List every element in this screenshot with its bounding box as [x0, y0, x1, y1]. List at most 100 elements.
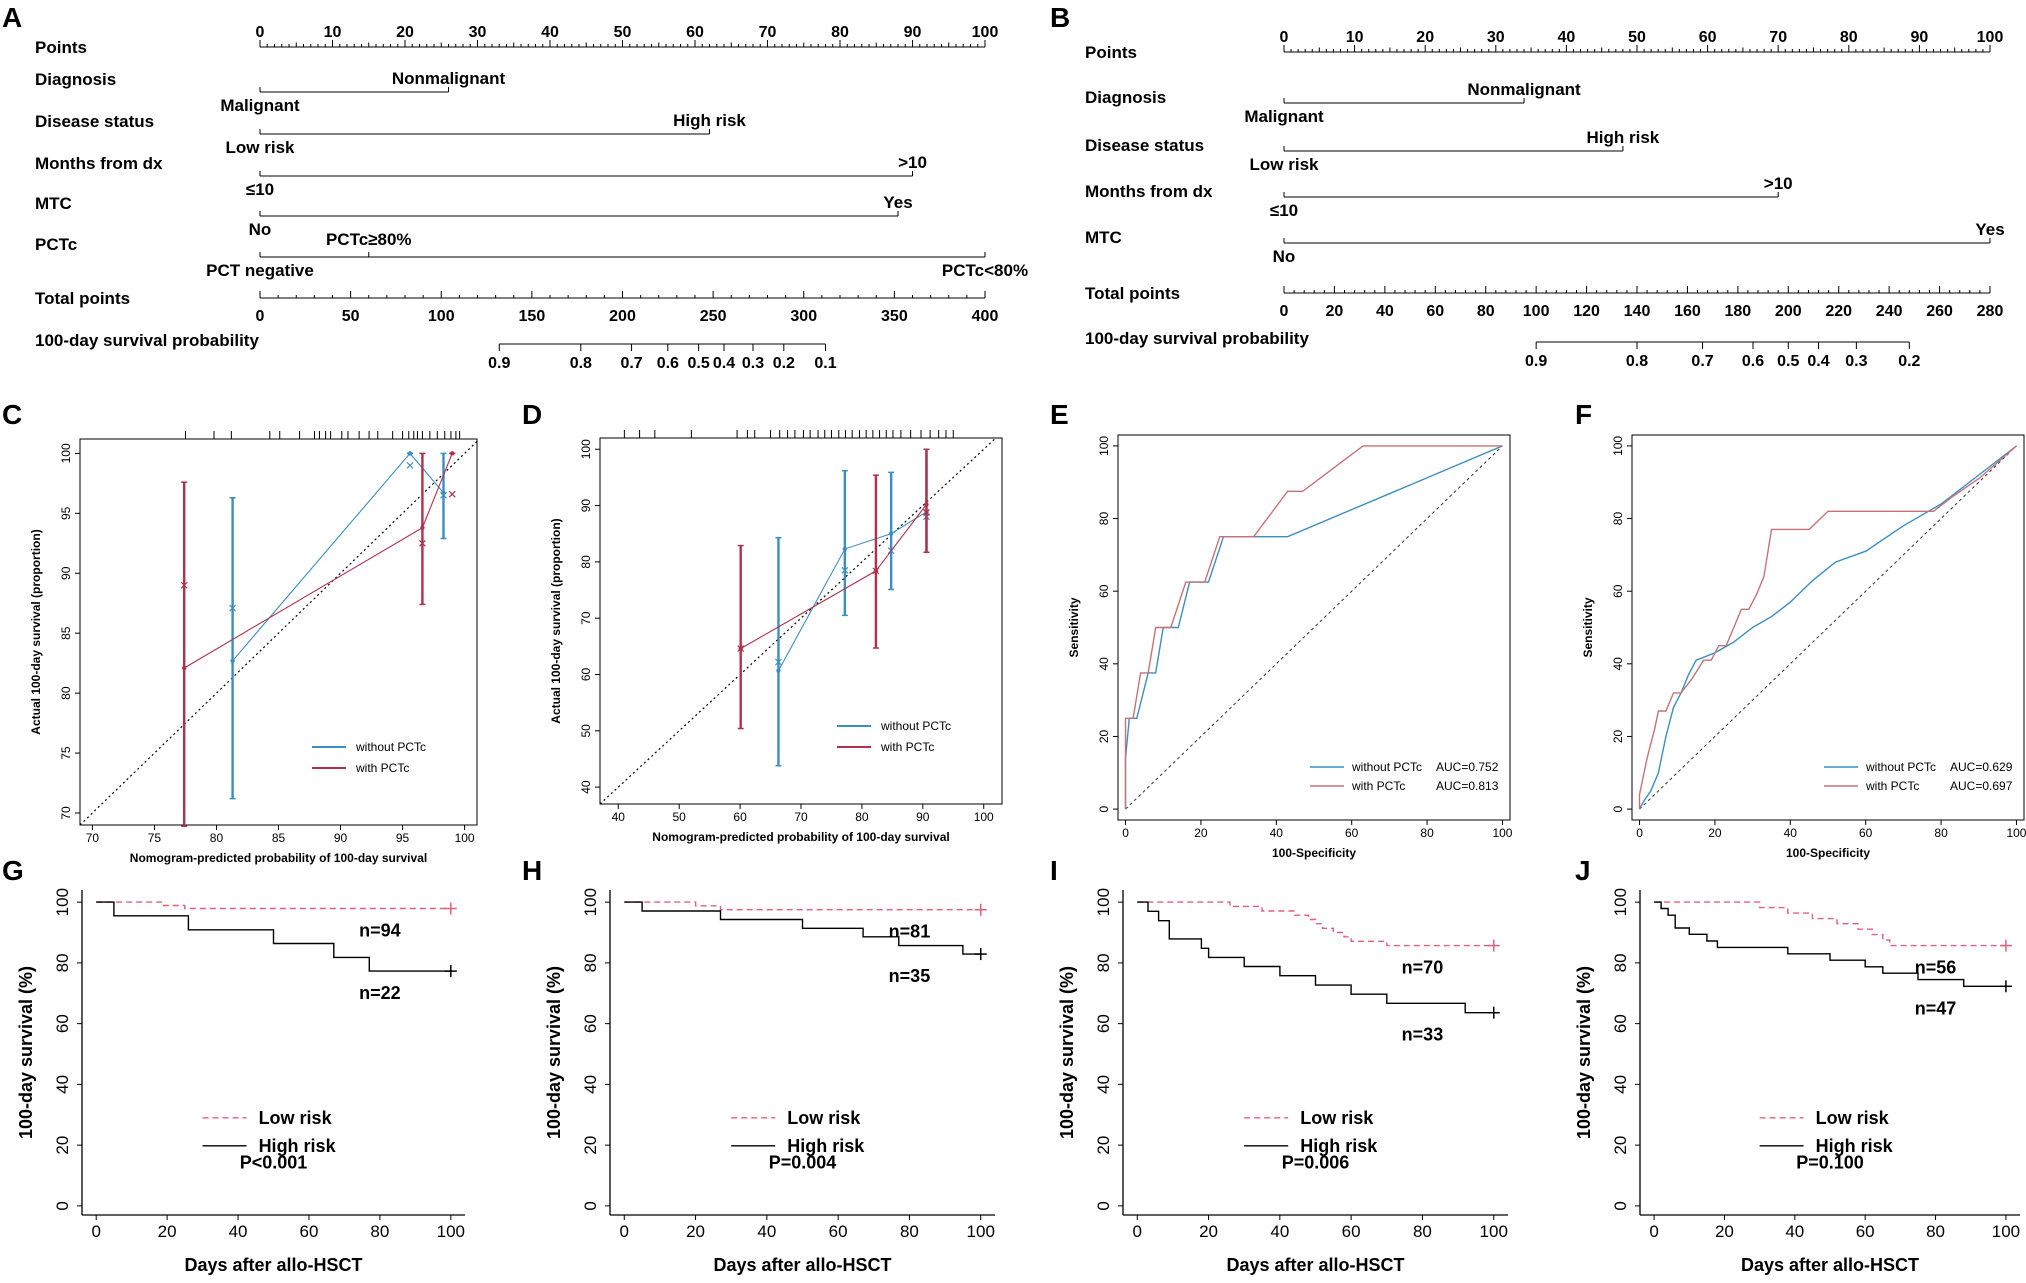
survival-step-curve: [1137, 901, 1494, 947]
group-size-label: n=22: [359, 983, 401, 1003]
x-tick-label: 0: [1649, 1222, 1658, 1241]
probability-tick-label: 0.3: [1845, 353, 1867, 370]
y-tick-label: 50: [579, 724, 593, 738]
y-tick-label: 40: [579, 780, 593, 794]
survival-step-curve: [1137, 901, 1494, 1014]
y-tick-label: 20: [581, 1136, 600, 1155]
x-tick-label: 80: [900, 1222, 919, 1241]
panel-letter-f: F: [1575, 399, 1592, 430]
total-tick-label: 80: [1477, 303, 1495, 320]
y-tick-label: 60: [581, 1014, 600, 1033]
variable-level-label: >10: [1764, 174, 1793, 193]
y-tick-label: 0: [1097, 805, 1111, 812]
km-curve-j: 0 20 40 60 80 100 0 20 40 60 80 100 Days after allo-…: [1574, 888, 2020, 1275]
y-tick-label: 100: [581, 888, 600, 916]
points-tick-label: 80: [831, 24, 849, 41]
total-tick-label: 240: [1876, 303, 1903, 320]
y-tick-label: 0: [1094, 1201, 1113, 1210]
points-tick-label: 70: [759, 24, 777, 41]
points-tick-label: 100: [1977, 29, 2004, 46]
x-tick-label: 50: [673, 810, 687, 824]
total-tick-label: 50: [342, 308, 360, 325]
x-tick-label: 80: [210, 831, 224, 845]
y-tick-label: 60: [1094, 1014, 1113, 1033]
total-tick-label: 300: [790, 308, 817, 325]
variable-name-mtc: MTC: [1085, 228, 1122, 247]
probability-tick-label: 0.7: [1691, 353, 1713, 370]
points-tick-label: 10: [1346, 29, 1364, 46]
ideal-diagonal: [79, 440, 478, 826]
roc-curve: [1638, 445, 2017, 810]
x-tick-label: 60: [300, 1222, 319, 1241]
y-tick-label: 75: [59, 746, 73, 760]
legend-label: Low risk: [1300, 1108, 1374, 1128]
variable-name-months-from-dx: Months from dx: [1085, 182, 1213, 201]
y-axis-title: Actual 100-day survival (proportion): [29, 529, 43, 734]
total-tick-label: 200: [1775, 303, 1802, 320]
y-tick-label: 60: [1097, 584, 1111, 598]
roc-curve-f: 0 20 40 60 80 100 0 20 40 60 80 100 100-Specificity S…: [1581, 434, 2026, 860]
panel-letter-b: B: [1050, 2, 1070, 33]
probability-tick-label: 0.2: [773, 355, 795, 372]
probability-tick-label: 0.9: [1525, 353, 1547, 370]
observed-point: [888, 531, 894, 536]
total-tick-label: 0: [256, 308, 265, 325]
x-tick-label: 90: [334, 831, 348, 845]
y-tick-label: 95: [59, 506, 73, 520]
group-size-label: n=35: [889, 966, 931, 986]
variable-level-label: >10: [898, 153, 927, 172]
calibration-line: [740, 504, 927, 650]
x-axis-title: Days after allo-HSCT: [184, 1255, 362, 1275]
reference-diagonal: [1125, 445, 1503, 810]
probability-tick-label: 0.1: [814, 355, 836, 372]
x-axis-title: Nomogram-predicted probability of 100-da…: [130, 851, 427, 865]
points-tick-label: 30: [1487, 29, 1505, 46]
calibration-line: [232, 452, 444, 662]
survival-step-curve: [624, 901, 981, 911]
x-tick-label: 75: [148, 831, 162, 845]
km-curve-i: 0 20 40 60 80 100 0 20 40 60 80 100 Days after allo-…: [1057, 888, 1508, 1275]
p-value: P=0.006: [1282, 1152, 1350, 1172]
legend-label: without PCTc: [1865, 760, 1936, 774]
x-tick-label: 40: [229, 1222, 248, 1241]
x-tick-label: 40: [612, 810, 626, 824]
y-tick-label: 100: [1611, 436, 1625, 456]
y-tick-label: 20: [1097, 729, 1111, 743]
points-tick-label: 20: [1416, 29, 1434, 46]
legend-auc: AUC=0.813: [1436, 779, 1499, 793]
total-tick-label: 220: [1825, 303, 1852, 320]
apparent-point: [872, 567, 880, 575]
roc-curve: [1638, 445, 2017, 810]
points-tick-label: 50: [1628, 29, 1646, 46]
y-tick-label: 20: [1611, 1136, 1630, 1155]
variable-level-label: ≤10: [1270, 201, 1298, 220]
y-tick-label: 90: [579, 499, 593, 513]
y-tick-label: 80: [1097, 512, 1111, 526]
variable-name-months-from-dx: Months from dx: [35, 154, 163, 173]
variable-level-label: Nonmalignant: [392, 69, 506, 88]
points-tick-label: 0: [1280, 29, 1289, 46]
panel-letter-a: A: [2, 2, 22, 33]
x-tick-label: 80: [1413, 1222, 1432, 1241]
reference-diagonal: [1639, 445, 2017, 810]
plot-frame: [1117, 434, 1511, 821]
x-tick-label: 0: [1636, 826, 1643, 840]
survival-step-curve: [1654, 901, 2006, 947]
y-tick-label: 60: [1611, 584, 1625, 598]
total-tick-label: 100: [428, 308, 455, 325]
x-tick-label: 0: [620, 1222, 629, 1241]
survival-probability-label: 100-day survival probability: [35, 331, 259, 350]
y-tick-label: 80: [59, 686, 73, 700]
x-tick-label: 40: [757, 1222, 776, 1241]
variable-level-label: Yes: [1975, 220, 2004, 239]
y-tick-label: 60: [1611, 1014, 1630, 1033]
legend-label: High risk: [1816, 1136, 1894, 1156]
km-curve-g: 0 20 40 60 80 100 0 20 40 60 80 100 Days after allo-…: [16, 888, 465, 1275]
legend-label: with PCTc: [1865, 779, 1919, 793]
variable-level-label: PCTc≥80%: [326, 230, 412, 249]
observed-point: [182, 665, 187, 671]
total-tick-label: 0: [1280, 303, 1289, 320]
variable-level-label: High risk: [1587, 128, 1660, 147]
points-tick-label: 10: [324, 24, 342, 41]
